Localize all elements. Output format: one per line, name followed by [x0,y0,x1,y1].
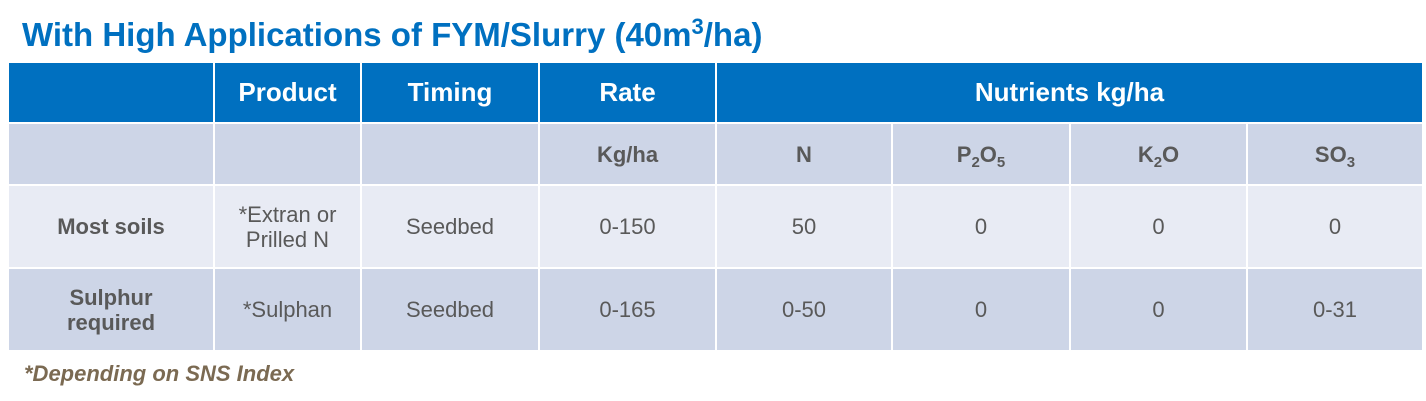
nutrient-cell: 50 [717,186,891,267]
row-label-line: required [66,309,156,335]
rate-text: 0-165 [599,297,656,322]
title-superscript: 3 [691,14,704,39]
title: With High Applications of FYM/Slurry (40… [22,16,762,54]
formula-text: SO [1314,141,1347,167]
product-cell: *Sulphan [215,269,360,350]
header-cell: Nutrients kg/ha [717,63,1422,122]
unit-formula: K2O [1137,141,1180,170]
formula-subscript: 2 [1153,153,1163,171]
header-text: Rate [599,77,656,107]
header-cell: Timing [362,63,538,122]
row-label-line: Sulphur [69,284,153,310]
nutrient-cell: 0-50 [717,269,891,350]
unit-formula: P2O5 [956,141,1006,170]
units-cell [362,124,538,184]
unit-text: N [796,141,812,167]
nutrient-text: 0-50 [781,297,827,322]
unit-formula: SO3 [1314,141,1355,170]
unit-text: Kg/ha [596,141,659,167]
formula-subscript: 2 [971,153,980,171]
timing-text: Seedbed [405,214,495,239]
nutrient-text: 0 [1152,214,1165,239]
timing-cell: Seedbed [362,269,538,350]
footnote: *Depending on SNS Index [24,361,295,386]
units-cell: K2O [1071,124,1246,184]
header-cell [9,63,213,122]
nutrient-text: 0 [1152,297,1165,322]
product-line: *Extran or [238,201,337,227]
nutrient-cell: 0-31 [1248,269,1422,350]
header-text: Product [238,77,337,107]
formula-text: O [1162,141,1180,167]
row-label: Most soils [9,186,213,267]
timing-text: Seedbed [405,297,495,322]
title-suffix: /ha) [703,16,763,53]
product-line: *Sulphan [242,297,333,322]
units-cell: SO3 [1248,124,1422,184]
product-cell: *Extran or Prilled N [215,186,360,267]
units-cell [9,124,213,184]
formula-text: K [1137,141,1154,167]
nutrient-cell: 0 [1071,186,1246,267]
units-cell [215,124,360,184]
nutrient-text: 50 [791,214,817,239]
nutrient-text: 0 [1328,214,1342,239]
header-text: Timing [407,77,493,107]
nutrient-text: 0-31 [1312,297,1358,322]
header-text: Nutrients kg/ha [974,77,1165,107]
title-text: With High Applications of FYM/Slurry (40… [22,16,692,53]
nutrient-cell: 0 [893,269,1069,350]
formula-text: P [956,141,972,167]
units-cell: Kg/ha [540,124,715,184]
product-line: Prilled N [245,226,330,252]
nutrient-cell: 0 [1248,186,1422,267]
row-label: Sulphur required [9,269,213,350]
nutrient-text: 0 [974,297,988,322]
header-cell: Rate [540,63,715,122]
timing-cell: Seedbed [362,186,538,267]
row-label-line: Most soils [57,214,165,239]
nutrient-cell: 0 [1071,269,1246,350]
units-cell: P2O5 [893,124,1069,184]
header-cell: Product [215,63,360,122]
rate-text: 0-150 [599,214,656,239]
nutrient-text: 0 [974,214,988,239]
units-cell: N [717,124,891,184]
nutrient-cell: 0 [893,186,1069,267]
formula-text: O [979,141,997,167]
rate-cell: 0-165 [540,269,715,350]
rate-cell: 0-150 [540,186,715,267]
formula-subscript: 3 [1346,153,1356,171]
formula-subscript: 5 [996,153,1006,171]
